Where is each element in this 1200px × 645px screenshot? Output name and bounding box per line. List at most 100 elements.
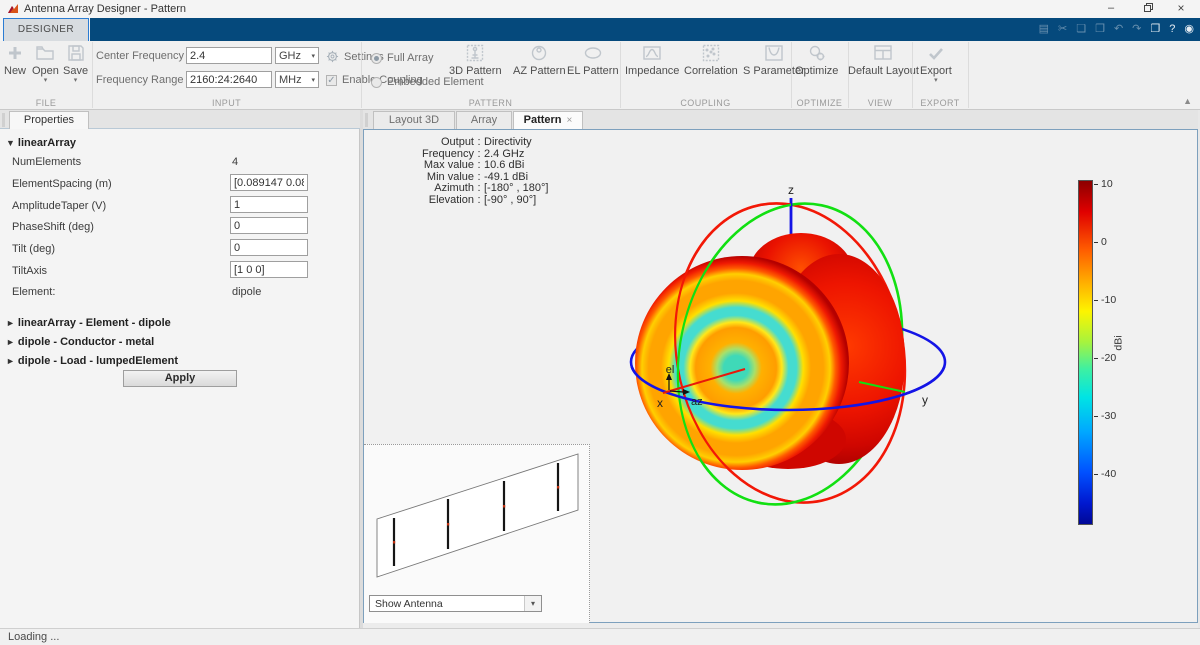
- qa-paste-icon[interactable]: ❒: [1095, 23, 1105, 35]
- properties-body: ▼ linearArray NumElements 4 ElementSpacin…: [0, 129, 360, 628]
- full-array-radio[interactable]: [371, 52, 382, 64]
- tab-array[interactable]: Array: [456, 111, 512, 129]
- tab-pattern[interactable]: Pattern ×: [513, 111, 583, 129]
- open-button[interactable]: Open ▾: [32, 43, 59, 84]
- frequency-range-unit-select[interactable]: MHz ▾: [275, 71, 319, 88]
- enable-coupling-checkbox[interactable]: ✓: [326, 74, 337, 86]
- tab-properties[interactable]: Properties: [9, 111, 89, 129]
- section-element-dipole[interactable]: ► linearArray - Element - dipole: [6, 317, 171, 329]
- pattern-3d-plot[interactable]: z y x el az: [364, 130, 1199, 624]
- frequency-range-input[interactable]: [186, 71, 272, 88]
- frequency-range-unit-value: MHz: [279, 73, 302, 86]
- default-layout-button[interactable]: Default Layout: [848, 43, 919, 77]
- export-button[interactable]: Export ▾: [920, 43, 952, 84]
- qa-help-icon[interactable]: ?: [1169, 23, 1176, 35]
- qa-copy-icon[interactable]: ❏: [1076, 23, 1087, 35]
- pattern-view: Output: Directivity Frequency:2.4 GHz Max…: [363, 129, 1198, 623]
- collapsed-icon: ►: [6, 356, 15, 366]
- colorbar: [1078, 180, 1093, 525]
- minimize-button[interactable]: –: [1107, 2, 1115, 14]
- full-array-radio-option[interactable]: Full Array: [371, 52, 433, 64]
- tab-close-icon[interactable]: ×: [566, 115, 573, 126]
- panel-divider[interactable]: [360, 110, 363, 628]
- frequency-range-label: Frequency Range: [96, 74, 184, 86]
- quick-access-toolbar: ▤ ✂ ❏ ❒ ↶ ↷ ❐ ? ◉: [1039, 18, 1194, 41]
- colorbar-tick-label: -30: [1101, 410, 1117, 422]
- tab-pattern-label: Pattern: [523, 114, 562, 126]
- embedded-element-radio-option[interactable]: Embedded Element: [371, 76, 484, 88]
- restore-button[interactable]: [1130, 0, 1164, 18]
- section-linear-array[interactable]: ▼ linearArray: [6, 137, 76, 149]
- tab-layout-3d[interactable]: Layout 3D: [373, 111, 455, 129]
- qa-cut-icon[interactable]: ✂: [1057, 23, 1068, 35]
- center-frequency-label: Center Frequency: [96, 50, 185, 62]
- tab-designer[interactable]: DESIGNER: [3, 18, 89, 41]
- optimize-button[interactable]: Optimize: [795, 43, 838, 77]
- new-icon: [9, 47, 21, 59]
- enable-coupling-option[interactable]: ✓ Enable Coupling: [326, 74, 423, 86]
- pattern-el-button[interactable]: EL Pattern: [567, 43, 619, 77]
- embedded-element-radio[interactable]: [371, 76, 382, 88]
- ribbon-group-coupling: Impedance Correlation S Parameter COUPLI…: [620, 41, 805, 109]
- pattern-az-button[interactable]: AZ Pattern: [513, 43, 566, 77]
- section-element-dipole-label: linearArray - Element - dipole: [17, 317, 171, 329]
- colorbar-tick: [1094, 184, 1098, 185]
- prop-value-element: dipole: [232, 286, 262, 298]
- colorbar-tick-label: 10: [1101, 178, 1113, 190]
- pattern-group-label: PATTERN: [468, 98, 513, 108]
- section-linear-array-label: linearArray: [17, 137, 77, 149]
- collapse-ribbon-icon[interactable]: ▲: [1183, 96, 1192, 106]
- phase-shift-input[interactable]: [230, 217, 308, 234]
- show-antenna-select[interactable]: Show Antenna ▾: [369, 595, 542, 612]
- el-label: el: [666, 364, 675, 376]
- apply-button[interactable]: Apply: [123, 370, 237, 387]
- file-group-label: FILE: [35, 98, 57, 108]
- prop-label: Element:: [12, 286, 56, 298]
- close-button[interactable]: ×: [1177, 1, 1185, 15]
- titlebar: Antenna Array Designer - Pattern – ×: [0, 0, 1200, 18]
- unit-dropdown-icon: ▾: [311, 76, 315, 84]
- qa-redo-icon[interactable]: ↷: [1132, 23, 1142, 35]
- center-frequency-input[interactable]: [186, 47, 272, 64]
- tilt-axis-input[interactable]: [230, 261, 308, 278]
- element-spacing-input[interactable]: [230, 174, 308, 191]
- save-caret-icon: ▾: [73, 77, 78, 84]
- amplitude-taper-input[interactable]: [230, 196, 308, 213]
- info-sep: :: [477, 170, 481, 183]
- center-frequency-unit-value: GHz: [279, 49, 301, 62]
- feed-point: [557, 486, 560, 489]
- colorbar-unit-label: dBi: [1112, 335, 1125, 351]
- info-row: Frequency:2.4 GHz: [394, 148, 548, 161]
- s-parameter-button[interactable]: S Parameter: [743, 43, 805, 77]
- center-frequency-unit-select[interactable]: GHz ▾: [275, 47, 319, 64]
- export-caret-icon: ▾: [934, 77, 938, 84]
- expanded-icon: ▼: [6, 138, 15, 148]
- prop-label: NumElements: [12, 156, 82, 168]
- info-value: [-90° , 90°]: [484, 193, 537, 206]
- properties-panel: Properties ▼ linearArray NumElements 4 El…: [0, 110, 360, 628]
- info-sep: :: [477, 182, 481, 194]
- prop-label: Tilt (deg): [12, 243, 55, 255]
- section-conductor-metal[interactable]: ► dipole - Conductor - metal: [6, 336, 154, 348]
- colorbar-tick-label: -20: [1101, 352, 1117, 364]
- qa-save-icon[interactable]: ▤: [1038, 23, 1049, 35]
- document-panel: Layout 3D Array Pattern × Output: Directiv…: [363, 110, 1198, 628]
- qa-community-icon[interactable]: ◉: [1184, 23, 1194, 35]
- export-check-icon: [928, 48, 943, 60]
- qa-layout-icon[interactable]: ❐: [1150, 23, 1161, 35]
- qa-undo-icon[interactable]: ↶: [1113, 23, 1124, 35]
- colorbar-tick: [1094, 416, 1098, 417]
- tilt-input[interactable]: [230, 239, 308, 256]
- save-button[interactable]: Save ▾: [63, 43, 88, 84]
- impedance-button[interactable]: Impedance: [625, 43, 679, 77]
- ground-plane: [376, 453, 579, 578]
- info-row: Azimuth: [-180° , 180°]: [394, 182, 548, 195]
- pattern-info: Output: Directivity Frequency:2.4 GHz Max…: [394, 136, 548, 206]
- correlation-button[interactable]: Correlation: [684, 43, 738, 77]
- section-load-lumped[interactable]: ► dipole - Load - lumpedElement: [6, 355, 178, 367]
- new-button[interactable]: New: [4, 43, 26, 77]
- colorbar-tick-label: -40: [1101, 468, 1117, 480]
- settings-gear-icon: [326, 50, 339, 63]
- pattern-3d-button[interactable]: 3D Pattern: [449, 43, 502, 77]
